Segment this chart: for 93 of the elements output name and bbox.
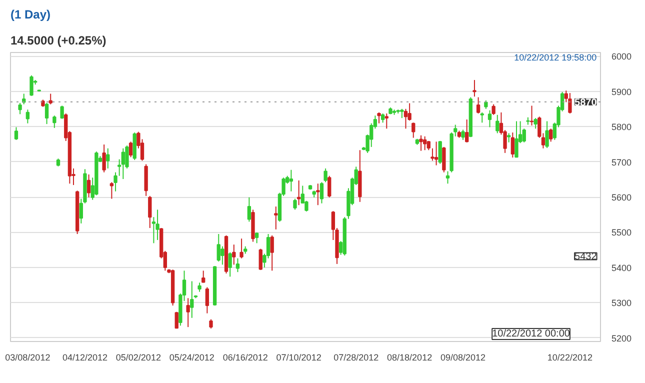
candlestick: [106, 148, 110, 169]
annotation: 10/22/2012 00:00: [492, 328, 570, 340]
candlestick: [476, 96, 480, 114]
candlestick: [328, 175, 332, 198]
candlestick: [110, 182, 114, 200]
candlestick: [320, 182, 324, 204]
candlestick: [465, 118, 469, 143]
candlestick: [52, 115, 56, 128]
candlestick: [488, 110, 492, 128]
candlestick: [510, 132, 515, 158]
x-tick-label: 03/08/2012: [5, 352, 50, 362]
candlestick: [236, 258, 240, 273]
ref-line-label: 5870: [574, 97, 598, 108]
y-tick-label: 6000: [612, 52, 632, 62]
candlestick: [274, 206, 278, 230]
candlestick: [30, 74, 34, 96]
chart-subtitle: 14.5000 (+0.25%): [10, 34, 106, 48]
y-tick-label: 5700: [612, 157, 632, 168]
candlestick: [60, 105, 64, 120]
candlestick: [14, 126, 18, 140]
y-tick-label: 5500: [612, 228, 632, 238]
candlestick: [18, 102, 22, 115]
candlestick: [400, 108, 404, 119]
candlestick: [324, 168, 328, 183]
candlestick: [186, 298, 190, 328]
candlestick: [174, 311, 178, 329]
x-tick-label: 05/02/2012: [116, 352, 161, 362]
chart-title: (1 Day): [10, 8, 51, 22]
candlestick: [220, 246, 224, 266]
candlestick: [254, 232, 259, 244]
x-tick-label: 04/12/2012: [62, 352, 108, 362]
candlestick: [216, 234, 220, 262]
candlestick: [148, 195, 152, 229]
x-tick-label: 08/18/2012: [387, 352, 432, 362]
candlestick: [423, 136, 427, 151]
candlestick: [442, 146, 446, 173]
x-tick-label: 07/28/2012: [334, 352, 379, 362]
y-tick-label: 5800: [612, 122, 632, 132]
y-tick-label: 5400: [612, 262, 632, 273]
x-tick-label: 05/24/2012: [169, 352, 214, 362]
candlestick: [507, 132, 511, 143]
x-tick-label: 10/22/2012: [547, 352, 592, 362]
candlestick: [534, 118, 538, 130]
candlestick: [480, 112, 484, 124]
candlestick: [240, 238, 244, 259]
candlestick: [205, 286, 210, 314]
candlestick: [496, 114, 500, 134]
candlestick: [128, 141, 133, 158]
candlestick: [202, 270, 206, 284]
candlestick: [316, 183, 320, 206]
candlestick: [530, 105, 534, 126]
candlestick: [419, 134, 423, 152]
candlestick: [514, 120, 518, 158]
candlestick: [156, 209, 160, 240]
candlestick: [86, 174, 91, 198]
candlestick: [461, 129, 465, 140]
candlestick: [377, 112, 381, 124]
candlestick: [568, 92, 572, 114]
candlestick: [48, 93, 52, 105]
candlestick: [438, 140, 442, 164]
candlestick: [434, 141, 438, 166]
candlestick: [198, 282, 202, 292]
y-tick-label: 5600: [612, 192, 632, 202]
candlestick: [293, 198, 297, 210]
candlestick: [296, 180, 301, 206]
y-tick-label: 5300: [612, 298, 632, 308]
candlestick: [121, 148, 125, 180]
candlestick: [549, 128, 553, 142]
candlestick: [430, 148, 434, 162]
candlestick: [380, 112, 385, 124]
candlestick: [289, 169, 294, 192]
candlestick: [258, 248, 262, 270]
candlestick: [384, 112, 388, 130]
candlestick: [492, 104, 496, 116]
candlestick: [232, 244, 236, 266]
candlestick: [247, 196, 252, 222]
candlestick: [228, 252, 232, 278]
y-tick-label: 5200: [612, 333, 632, 344]
y-tick-label: 5900: [612, 86, 632, 97]
candlestick: [26, 109, 30, 124]
annotation: 10/22/2012 19:58:00: [514, 52, 597, 62]
candlestick: [412, 122, 416, 138]
candlestick: [44, 102, 49, 125]
candlestick: [102, 144, 106, 173]
candlestick: [446, 170, 450, 184]
x-tick-label: 07/10/2012: [276, 352, 322, 362]
x-tick-label: 06/16/2012: [222, 352, 268, 362]
x-tick-label: 09/08/2012: [440, 352, 486, 362]
candlestick: [472, 79, 476, 98]
candlestick: [190, 280, 194, 318]
candlestick: [545, 120, 549, 149]
candlestick: [270, 234, 274, 272]
candlestick: [209, 318, 213, 329]
